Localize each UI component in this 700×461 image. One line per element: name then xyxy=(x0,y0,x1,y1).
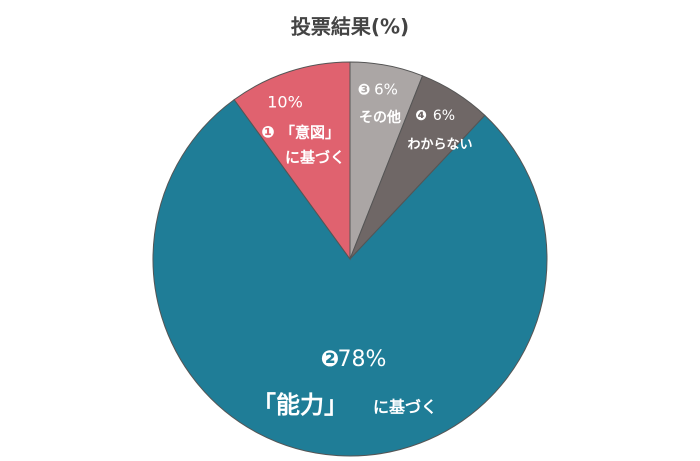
slice-marker: ❹ xyxy=(415,108,427,124)
category-label: その他 xyxy=(359,109,401,126)
category-label: に基づく xyxy=(285,149,345,167)
category-label: に基づく xyxy=(373,398,437,417)
slice-marker: ❷ xyxy=(321,347,340,372)
value-label: 6% xyxy=(374,81,398,99)
slice-marker: ❸ xyxy=(358,81,371,99)
value-label: 6% xyxy=(433,108,455,124)
category-label: わからない xyxy=(407,138,472,153)
category-label: 「能力」 xyxy=(252,391,348,419)
value-label: 78% xyxy=(338,347,387,372)
chart-title: 投票結果(%) xyxy=(291,15,409,39)
pie-slice xyxy=(152,98,548,457)
slice-marker: ❶ xyxy=(261,123,275,142)
value-label: 10% xyxy=(267,93,303,112)
category-label: 「意図」 xyxy=(280,124,340,142)
pie-slice xyxy=(233,61,351,261)
